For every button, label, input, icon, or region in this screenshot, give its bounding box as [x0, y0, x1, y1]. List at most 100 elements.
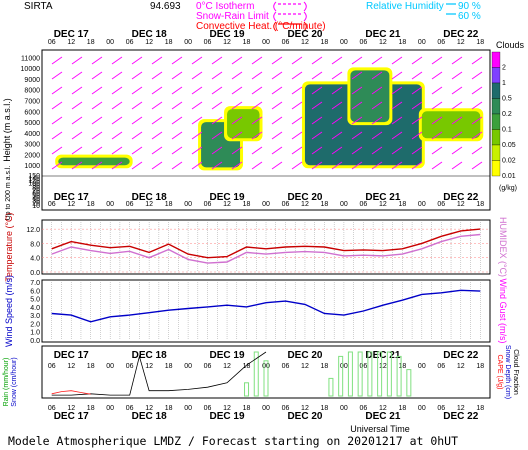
wind-arrow	[391, 71, 403, 80]
wind-arrow	[291, 86, 303, 95]
wind-arrow	[131, 131, 143, 140]
hour-tick-label: 18	[243, 201, 251, 208]
hour-tick-label: 18	[398, 363, 406, 370]
wind-arrow	[331, 116, 343, 125]
hour-tick-label: 12	[457, 39, 465, 46]
day-label: DEC 18	[132, 411, 167, 422]
precip-bar	[377, 351, 383, 397]
wind-arrow	[151, 146, 163, 155]
wind-arrow	[211, 86, 223, 95]
hour-tick-label: 18	[165, 405, 173, 412]
wind-arrow	[91, 161, 103, 170]
wind-arrow	[151, 71, 163, 80]
wind-arrow	[411, 101, 423, 110]
wind-arrow	[211, 71, 223, 80]
wind-arrow	[391, 116, 403, 125]
precip-bar	[406, 369, 412, 397]
wind-arrow	[271, 101, 283, 110]
site-name: SIRTA	[24, 1, 53, 12]
snow-ylabel: Snow (cm/hour)	[11, 357, 18, 406]
wind-arrow	[151, 116, 163, 125]
rh-60-legend: 60 %	[458, 11, 481, 22]
hour-tick-label: 18	[398, 201, 406, 208]
wind-arrow	[271, 56, 283, 65]
hour-tick-label: 00	[184, 405, 192, 412]
wind-arrow	[351, 146, 363, 155]
hour-tick-label: 18	[321, 363, 329, 370]
humidex-ylabel: HUMIDEX (°C)	[498, 217, 508, 277]
hour-tick-label: 06	[437, 39, 445, 46]
hour-tick-label: 18	[398, 39, 406, 46]
hour-tick-label: 00	[418, 201, 426, 208]
hour-tick-label: 00	[340, 405, 348, 412]
day-label: DEC 22	[443, 350, 478, 361]
height-tick-label: 11000	[21, 55, 40, 62]
wind-arrow	[371, 161, 383, 170]
wind-arrow	[111, 131, 123, 140]
wind-arrow	[131, 56, 143, 65]
temp-tick-label: 0.0	[30, 270, 40, 277]
wind-arrow	[211, 146, 223, 155]
height-tick-label: 2000	[24, 152, 40, 159]
wind-arrow	[451, 56, 463, 65]
hour-tick-label: 06	[282, 363, 290, 370]
day-label: DEC 21	[365, 29, 400, 40]
hour-tick-label: 18	[165, 39, 173, 46]
wind-arrow	[331, 161, 343, 170]
wind-arrow	[231, 101, 243, 110]
wind-arrow	[291, 161, 303, 170]
wind-arrow	[371, 146, 383, 155]
height-tick-label: 3000	[24, 142, 40, 149]
hour-tick-label: 00	[106, 363, 114, 370]
hour-tick-label: 12	[379, 405, 387, 412]
wind-arrow	[191, 146, 203, 155]
hour-tick-label: 06	[126, 201, 134, 208]
day-label: DEC 21	[365, 192, 400, 203]
wind-arrow	[371, 71, 383, 80]
low-height-tick-label: 40	[32, 196, 40, 203]
day-label: DEC 19	[210, 29, 245, 40]
temp-tick-label: 8.0	[30, 241, 40, 248]
wind-arrow	[391, 56, 403, 65]
hour-tick-label: 00	[340, 363, 348, 370]
precip-bar	[357, 351, 363, 397]
hour-tick-label: 12	[145, 405, 153, 412]
wind-arrow	[271, 116, 283, 125]
wind-arrow	[311, 116, 323, 125]
wind-arrow	[91, 131, 103, 140]
wind-arrow	[311, 101, 323, 110]
hour-tick-label: 12	[223, 363, 231, 370]
wind-arrow	[171, 71, 183, 80]
hour-tick-label: 18	[165, 363, 173, 370]
wind-arrow	[131, 146, 143, 155]
wind-arrow	[311, 71, 323, 80]
wind-arrow	[51, 71, 63, 80]
wind-arrow	[91, 116, 103, 125]
hour-tick-label: 06	[204, 39, 212, 46]
colorbar-swatch	[491, 82, 501, 99]
wind-arrow	[51, 146, 63, 155]
low-height-tick-label: 90	[32, 183, 40, 190]
temperature-line	[51, 228, 481, 259]
cloud-colorbar: Clouds 0.01 0.02 0.05 0.1 0.2 0.5 1 2 (g/kg)	[491, 40, 525, 192]
wind-arrow	[391, 161, 403, 170]
colorbar-level-label: 2	[502, 65, 506, 72]
hour-tick-label: 06	[204, 201, 212, 208]
wind-arrow	[151, 86, 163, 95]
wind-arrow	[191, 116, 203, 125]
day-label: DEC 21	[365, 350, 400, 361]
convective-legend: Convective Heat. (°C/minute)	[196, 21, 326, 32]
wind-arrow	[51, 161, 63, 170]
day-label: DEC 20	[287, 411, 322, 422]
hour-tick-label: 18	[87, 201, 95, 208]
height-tick-label: 9000	[24, 77, 40, 84]
wind-arrow	[111, 146, 123, 155]
hour-tick-label: 00	[418, 363, 426, 370]
hour-tick-label: 18	[321, 405, 329, 412]
hour-tick-label: 12	[301, 39, 309, 46]
low-height-tick-label: 70	[32, 188, 40, 195]
wind-arrow	[131, 71, 143, 80]
hour-tick-label: 12	[301, 201, 309, 208]
hour-tick-label: 18	[476, 405, 484, 412]
